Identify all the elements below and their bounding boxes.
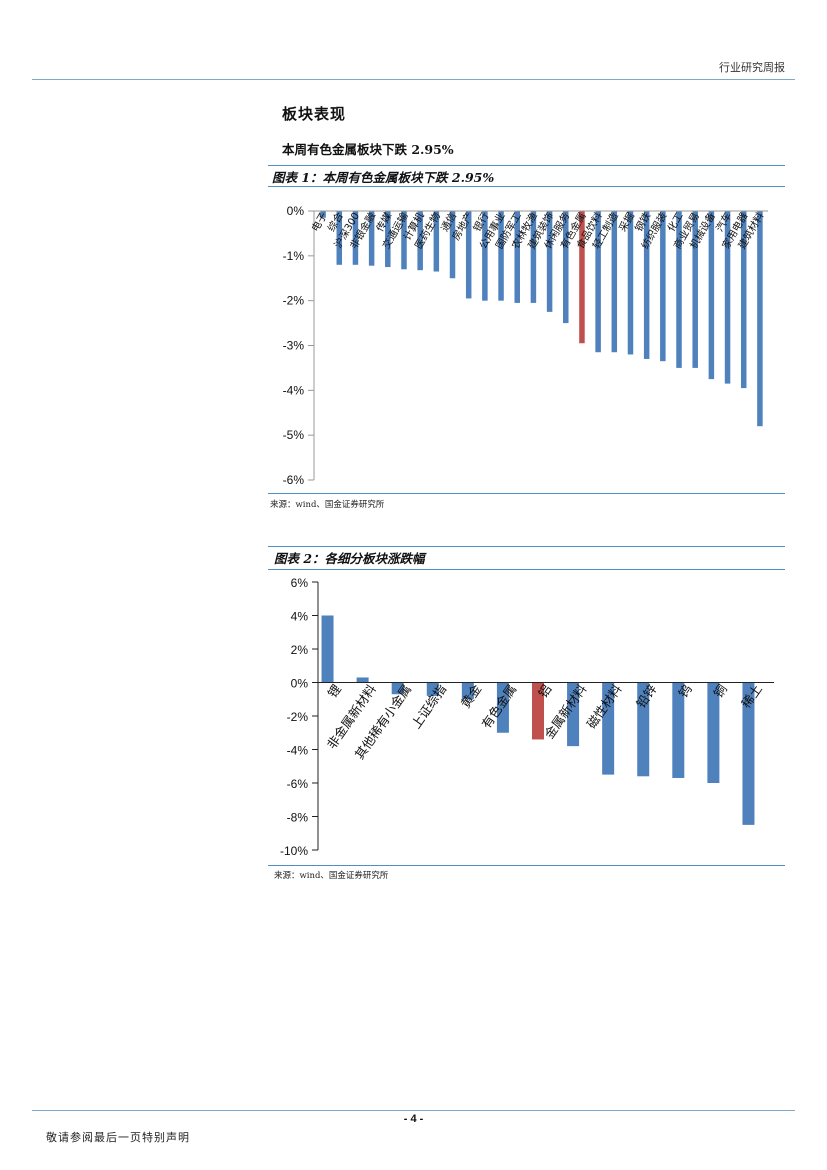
figure2-chart: 6% 4% 2% 0% -2% -4% -6% -8% -10% 锂非金属新材料 其他稀有小金属上… bbox=[274, 570, 778, 864]
bar-2 bbox=[352, 211, 359, 265]
bar-19 bbox=[627, 211, 634, 355]
category-label: 采掘 bbox=[616, 210, 637, 234]
bar-4 bbox=[461, 682, 474, 700]
bar-22 bbox=[676, 211, 682, 368]
footer-divider bbox=[32, 1110, 795, 1111]
category-label: 黄金 bbox=[458, 681, 485, 710]
y-tick-label: -6% bbox=[283, 473, 305, 487]
bar-0 bbox=[321, 615, 334, 683]
bar-11 bbox=[707, 682, 720, 783]
category-label: 稀土 bbox=[738, 682, 765, 711]
page-number: - 4 - bbox=[403, 1113, 424, 1125]
bar-23 bbox=[692, 211, 698, 368]
disclaimer-text: 敬请参阅最后一页特别声明 bbox=[46, 1131, 190, 1144]
bar-17 bbox=[595, 211, 601, 353]
y-tick-label: -4% bbox=[287, 744, 309, 758]
bar-13 bbox=[530, 211, 537, 303]
y-tick-label: -6% bbox=[287, 777, 309, 791]
bar-6 bbox=[417, 211, 423, 271]
y-tick-label: 6% bbox=[291, 576, 309, 590]
category-label: 铅锌 bbox=[633, 682, 660, 711]
figure1-title: 图表 1：本周有色金属板块下跌 2.95% bbox=[272, 170, 495, 185]
bar-20 bbox=[643, 211, 650, 359]
bar-3 bbox=[368, 211, 375, 266]
bar-1 bbox=[336, 211, 343, 265]
figure1-source: 来源：wind、国金证券研究所 bbox=[270, 500, 385, 510]
section-subtitle: 本周有色金属板块下跌 2.95% bbox=[282, 142, 454, 157]
figure2-source: 来源：wind、国金证券研究所 bbox=[274, 871, 389, 881]
y-tick-label: -2% bbox=[283, 294, 305, 308]
figure1-bottom-rule bbox=[268, 493, 785, 494]
bar-8 bbox=[602, 682, 615, 775]
y-tick-label: -10% bbox=[280, 844, 308, 858]
section-title: 板块表现 bbox=[282, 105, 347, 123]
report-type-label: 行业研究周报 bbox=[719, 61, 785, 74]
bar-7 bbox=[433, 211, 440, 272]
bar-4 bbox=[385, 211, 391, 268]
bar-7 bbox=[567, 682, 580, 747]
figure2-bottom-rule bbox=[268, 865, 785, 866]
bar-11 bbox=[498, 211, 504, 301]
y-tick-label: -8% bbox=[287, 811, 309, 825]
bar-24 bbox=[708, 211, 715, 380]
figure1-chart: 0% -1% -2% -3% -4% -5% -6% 电子 综合 沪深300 非银金融 传媒 交通运输… bbox=[268, 187, 785, 492]
category-label: 电子 bbox=[308, 210, 329, 234]
bar-25 bbox=[724, 211, 731, 384]
bar-10 bbox=[482, 211, 488, 301]
bar-2 bbox=[391, 682, 404, 695]
figure2-title-rule bbox=[268, 569, 785, 570]
bar-10 bbox=[672, 682, 685, 778]
y-tick-label: 0% bbox=[287, 204, 305, 218]
bar-14 bbox=[546, 211, 553, 312]
bar-18 bbox=[611, 211, 618, 353]
bar-8 bbox=[449, 211, 456, 279]
bar-5 bbox=[496, 682, 509, 733]
bar-26 bbox=[740, 211, 747, 389]
bar-1 bbox=[356, 677, 369, 683]
bar-21 bbox=[660, 211, 666, 362]
figure1-title-rule bbox=[268, 186, 785, 187]
y-tick-label: -3% bbox=[283, 339, 305, 353]
y-tick-label: 4% bbox=[291, 610, 309, 624]
category-label: 锂 bbox=[325, 682, 344, 701]
y-tick-label: -1% bbox=[283, 249, 305, 263]
y-tick-label: -4% bbox=[283, 383, 305, 397]
figure1-chart-svg: 0%-1%-2%-3%-4%-5%-6% 电子综合沪深300非银金融传媒交通运输… bbox=[283, 204, 768, 487]
bar-12 bbox=[742, 682, 755, 825]
bar-3 bbox=[426, 682, 439, 696]
figure2-chart-svg: 6%4%2%0%-2%-4%-6%-8%-10% 锂非金属新材料其他稀有小金属上… bbox=[280, 576, 774, 858]
bar-9 bbox=[465, 211, 472, 299]
figure2-top-rule bbox=[268, 546, 785, 547]
bar-0 bbox=[320, 211, 326, 218]
figure2-title: 图表 2：各细分板块涨跌幅 bbox=[274, 551, 425, 566]
bar-5 bbox=[401, 211, 407, 270]
y-tick-label: 0% bbox=[291, 677, 309, 691]
header-divider bbox=[32, 79, 795, 80]
y-tick-label: 2% bbox=[291, 643, 309, 657]
bar-16 bbox=[579, 211, 585, 344]
y-tick-label: -2% bbox=[287, 710, 309, 724]
bar-12 bbox=[514, 211, 520, 303]
bar-27 bbox=[757, 211, 763, 427]
bar-6 bbox=[532, 682, 544, 740]
bar-15 bbox=[563, 211, 569, 324]
y-tick-label: -5% bbox=[283, 428, 305, 442]
bar-9 bbox=[637, 682, 650, 777]
figure1-top-rule bbox=[268, 165, 785, 166]
